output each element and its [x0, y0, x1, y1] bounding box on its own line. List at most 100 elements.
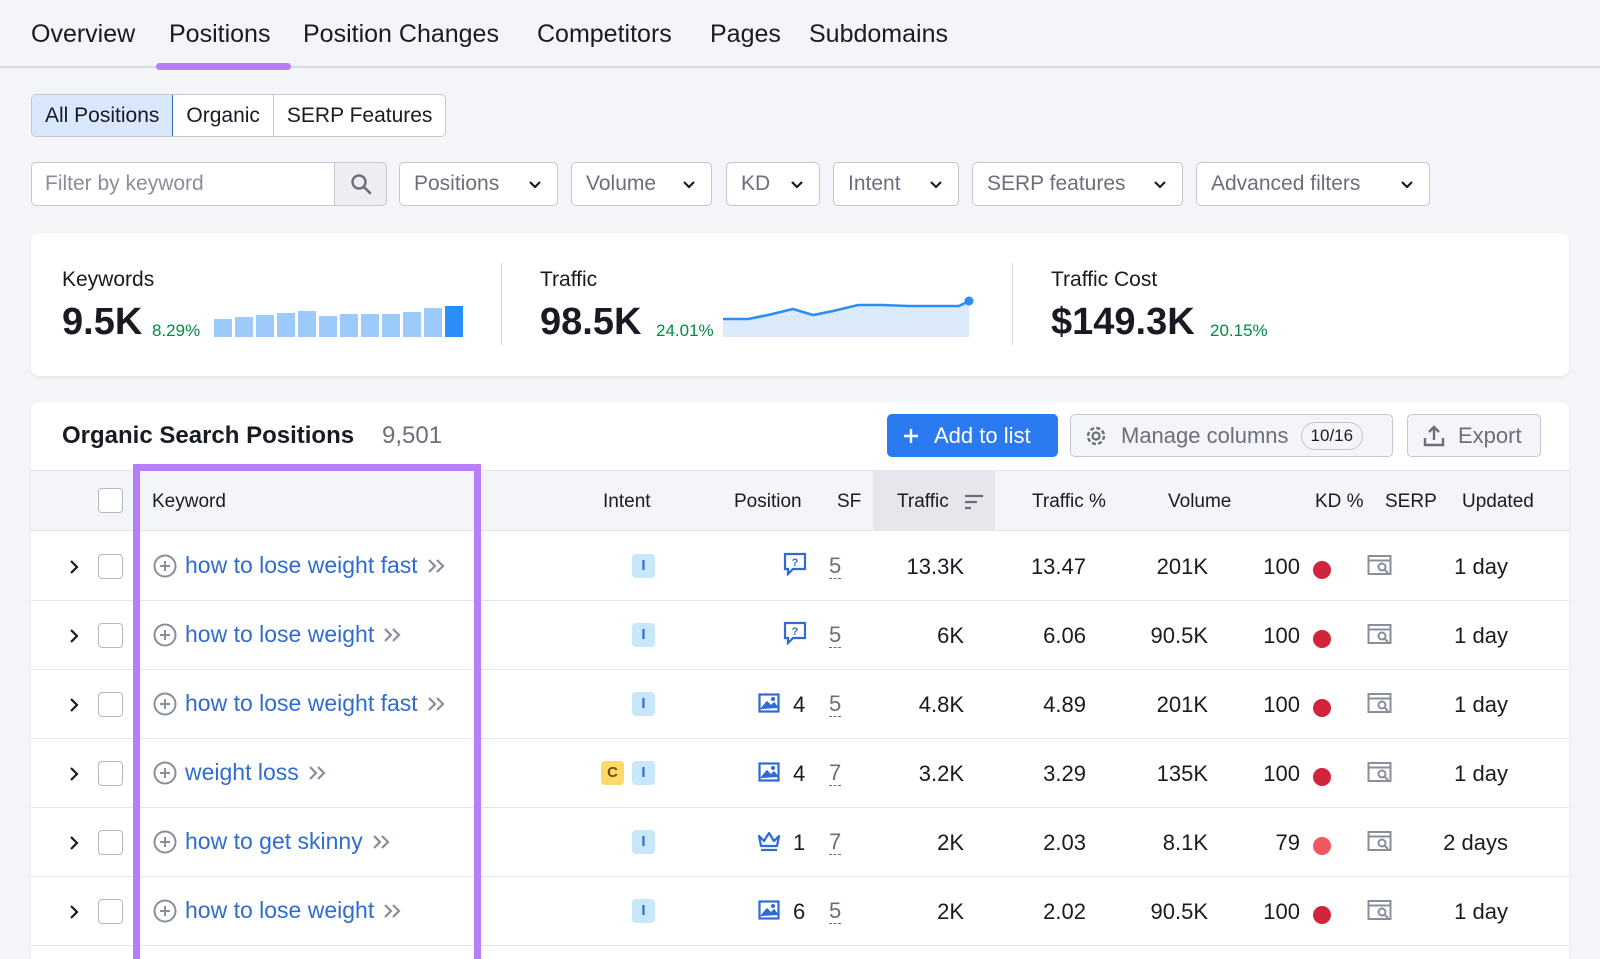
serp-preview-icon[interactable] [1367, 761, 1393, 785]
keyword-text[interactable]: how to lose weight fast [185, 552, 418, 578]
header-position[interactable]: Position [734, 491, 802, 512]
sf-count[interactable]: 7 [829, 829, 842, 855]
table-row: how to get skinny I 1 7 2K 2.03 8.1K 79 … [31, 808, 1569, 877]
keyword-link[interactable]: how to get skinny [152, 828, 393, 855]
row-checkbox[interactable] [98, 899, 123, 924]
position-cell: 6 [793, 899, 806, 924]
segment-organic[interactable]: Organic [173, 95, 274, 136]
traffic-pct-cell: 3.29 [1043, 761, 1086, 786]
kd-dot [1313, 906, 1331, 924]
add-circle-icon[interactable] [152, 553, 178, 579]
header-traffic-pct[interactable]: Traffic % [1032, 491, 1106, 512]
sf-count[interactable]: 5 [829, 691, 842, 717]
chevron-down-icon [683, 181, 695, 189]
keyword-link[interactable]: how to lose weight fast [152, 552, 448, 579]
serp-features-dropdown[interactable]: SERP features [972, 162, 1183, 206]
header-keyword[interactable]: Keyword [152, 491, 226, 512]
chevron-right-icon[interactable] [67, 765, 81, 783]
serp-preview-icon[interactable] [1367, 554, 1393, 578]
sort-icon[interactable] [964, 493, 984, 511]
intent-dropdown[interactable]: Intent [833, 162, 959, 206]
header-volume[interactable]: Volume [1168, 491, 1232, 512]
sf-count[interactable]: 5 [829, 898, 842, 924]
positions-dropdown[interactable]: Positions [399, 162, 558, 206]
add-circle-icon[interactable] [152, 829, 178, 855]
add-circle-icon[interactable] [152, 691, 178, 717]
chevron-right-icon[interactable] [67, 696, 81, 714]
keyword-text[interactable]: how to lose weight fast [185, 690, 418, 716]
row-checkbox[interactable] [98, 623, 123, 648]
positions-table-card: Organic Search Positions 9,501 Add to li… [31, 402, 1569, 959]
keyword-text[interactable]: weight loss [185, 759, 299, 785]
chevron-right-icon[interactable] [67, 903, 81, 921]
keyword-filter [31, 162, 387, 206]
advanced-filters-dropdown[interactable]: Advanced filters [1196, 162, 1430, 206]
chevron-right-icon[interactable] [67, 558, 81, 576]
chevron-right-icon[interactable] [67, 627, 81, 645]
double-chevron-right-icon[interactable] [382, 626, 404, 644]
tab-position-changes[interactable]: Position Changes [303, 20, 499, 48]
tab-positions[interactable]: Positions [169, 20, 271, 48]
kd-cell: 100 [1263, 899, 1300, 924]
header-updated[interactable]: Updated [1462, 491, 1534, 512]
row-checkbox[interactable] [98, 692, 123, 717]
kd-dot [1313, 561, 1331, 579]
keyword-link[interactable]: how to lose weight fast [152, 690, 448, 717]
tab-overview[interactable]: Overview [31, 20, 136, 48]
keyword-link[interactable]: how to lose weight [152, 897, 404, 924]
add-to-list-button[interactable]: Add to list [887, 414, 1058, 457]
segment-serp-features[interactable]: SERP Features [286, 104, 433, 127]
segment-all-positions[interactable]: All Positions [32, 95, 174, 136]
double-chevron-right-icon[interactable] [426, 557, 448, 575]
search-button[interactable] [334, 163, 386, 205]
traffic-cell: 6K [937, 623, 964, 648]
sf-count[interactable]: 5 [829, 622, 842, 648]
double-chevron-right-icon[interactable] [382, 902, 404, 920]
header-serp[interactable]: SERP [1385, 491, 1437, 512]
tab-pages[interactable]: Pages [710, 20, 781, 48]
select-all-checkbox[interactable] [98, 488, 123, 513]
header-kd[interactable]: KD % [1315, 491, 1364, 512]
keyword-link[interactable]: weight loss [152, 759, 329, 786]
row-checkbox[interactable] [98, 830, 123, 855]
row-checkbox[interactable] [98, 761, 123, 786]
manage-columns-button[interactable]: Manage columns 10/16 [1070, 414, 1393, 457]
keyword-text[interactable]: how to lose weight [185, 621, 375, 647]
serp-preview-icon[interactable] [1367, 830, 1393, 854]
chevron-down-icon [791, 181, 803, 189]
position-cell: 4 [793, 692, 806, 717]
kd-dropdown[interactable]: KD [726, 162, 820, 206]
add-circle-icon[interactable] [152, 760, 178, 786]
sf-count[interactable]: 7 [829, 760, 842, 786]
svg-text:?: ? [792, 557, 799, 569]
keyword-link[interactable]: how to lose weight [152, 621, 404, 648]
keyword-text[interactable]: how to lose weight [185, 897, 375, 923]
keyword-column-highlight [133, 464, 481, 959]
keyword-filter-input[interactable] [32, 163, 334, 205]
add-circle-icon[interactable] [152, 622, 178, 648]
add-circle-icon[interactable] [152, 898, 178, 924]
volume-dropdown[interactable]: Volume [571, 162, 712, 206]
header-traffic[interactable]: Traffic [897, 491, 949, 512]
serp-preview-icon[interactable] [1367, 623, 1393, 647]
serp-preview-icon[interactable] [1367, 899, 1393, 923]
sf-count[interactable]: 5 [829, 553, 842, 579]
traffic-pct-cell: 2.02 [1043, 899, 1086, 924]
traffic-cost-value: $149.3K [1051, 301, 1195, 343]
serp-preview-icon[interactable] [1367, 692, 1393, 716]
double-chevron-right-icon[interactable] [371, 833, 393, 851]
keyword-text[interactable]: how to get skinny [185, 828, 363, 854]
header-intent[interactable]: Intent [603, 491, 651, 512]
tab-subdomains[interactable]: Subdomains [809, 20, 948, 48]
double-chevron-right-icon[interactable] [426, 695, 448, 713]
row-checkbox[interactable] [98, 554, 123, 579]
chevron-right-icon[interactable] [67, 834, 81, 852]
header-sf[interactable]: SF [837, 491, 862, 512]
export-button[interactable]: Export [1407, 414, 1541, 457]
chevron-down-icon [930, 181, 942, 189]
columns-count-badge: 10/16 [1300, 421, 1364, 450]
tab-competitors[interactable]: Competitors [537, 20, 672, 48]
export-label: Export [1458, 422, 1522, 448]
double-chevron-right-icon[interactable] [307, 764, 329, 782]
intent-badge-informational: I [632, 761, 655, 785]
